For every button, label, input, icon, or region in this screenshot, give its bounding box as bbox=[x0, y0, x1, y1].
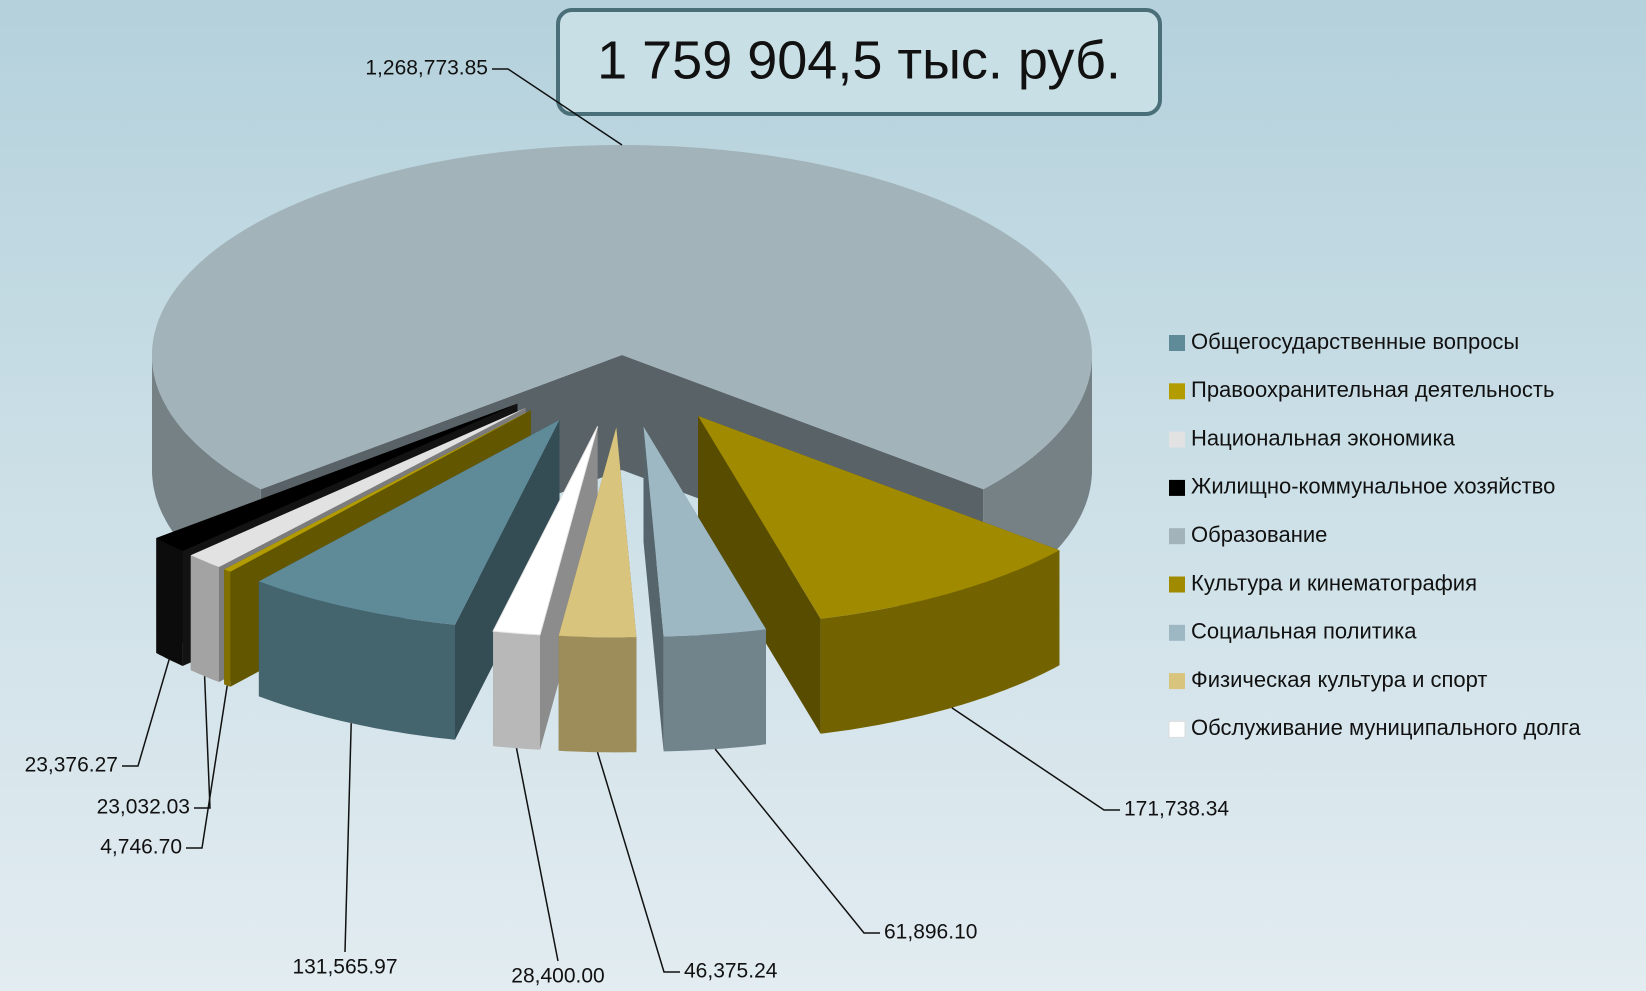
slice-top bbox=[492, 426, 599, 636]
data-label: 171,738.34 bbox=[1124, 798, 1229, 821]
slice-radial-face bbox=[698, 416, 821, 734]
slice-outer-wall bbox=[258, 581, 455, 740]
legend-swatch bbox=[1169, 576, 1185, 593]
slice-outer-wall bbox=[156, 538, 183, 666]
slice bbox=[558, 427, 637, 753]
slice bbox=[698, 416, 1060, 734]
legend-label: Социальная политика bbox=[1191, 619, 1417, 644]
data-label: 46,375.24 bbox=[684, 960, 778, 983]
legend-swatch bbox=[1169, 431, 1185, 448]
slice-outer-wall bbox=[663, 629, 766, 752]
legend-swatch bbox=[1169, 383, 1185, 400]
slice-outer-wall bbox=[558, 635, 637, 753]
leader-line bbox=[344, 723, 352, 953]
slice-top bbox=[258, 419, 560, 625]
legend-swatch bbox=[1169, 479, 1185, 496]
data-label: 4,746.70 bbox=[100, 836, 182, 859]
data-label: 1,268,773.85 bbox=[365, 57, 488, 80]
slice-top bbox=[190, 407, 526, 567]
legend-label: Обслуживание муниципального долга bbox=[1191, 715, 1581, 740]
slice-outer-wall bbox=[190, 555, 219, 682]
slice-outer-wall bbox=[493, 631, 540, 750]
slice-top bbox=[558, 427, 637, 638]
data-label: 23,376.27 bbox=[25, 754, 118, 777]
slice-top bbox=[643, 426, 766, 637]
slice bbox=[492, 426, 599, 750]
slice-outer-wall bbox=[820, 550, 1060, 734]
data-label: 131,565.97 bbox=[292, 956, 397, 979]
data-label: 61,896.10 bbox=[884, 921, 977, 944]
legend-label: Общегосударственные вопросы bbox=[1191, 329, 1519, 354]
legend-label: Правоохранительная деятельность bbox=[1191, 377, 1554, 402]
legend-swatch bbox=[1169, 673, 1185, 690]
legend-label: Национальная экономика bbox=[1191, 425, 1456, 450]
data-label: 28,400.00 bbox=[511, 965, 604, 988]
title-box bbox=[556, 8, 1162, 116]
legend-swatch bbox=[1168, 720, 1186, 738]
legend-label: Жилищно-коммунальное хозяйство bbox=[1191, 474, 1555, 499]
legend-label: Физическая культура и спорт bbox=[1191, 667, 1487, 692]
legend-label: Образование bbox=[1191, 522, 1327, 547]
legend-swatch bbox=[1169, 624, 1185, 641]
slice bbox=[643, 426, 766, 752]
slice-top bbox=[224, 410, 531, 572]
leader-line bbox=[194, 676, 211, 809]
leader-line bbox=[515, 748, 559, 962]
leader-line bbox=[122, 659, 170, 767]
legend-swatch bbox=[1169, 528, 1185, 545]
leader-line bbox=[596, 751, 680, 973]
slice-top bbox=[152, 145, 1092, 490]
slice bbox=[258, 419, 560, 740]
slice-outer-wall bbox=[224, 569, 231, 687]
leader-line bbox=[186, 685, 228, 849]
leader-line bbox=[492, 68, 623, 146]
legend-label: Культура и кинематография bbox=[1191, 570, 1477, 595]
legend-swatch bbox=[1169, 335, 1185, 351]
slice-radial-face bbox=[643, 426, 664, 752]
slice-top bbox=[698, 416, 1060, 619]
chart-title: 1 759 904,5 тыс. руб. bbox=[597, 30, 1121, 90]
leader-line bbox=[951, 707, 1120, 811]
slice-top bbox=[156, 403, 518, 551]
leader-line bbox=[714, 748, 880, 934]
data-label: 23,032.03 bbox=[97, 796, 190, 819]
